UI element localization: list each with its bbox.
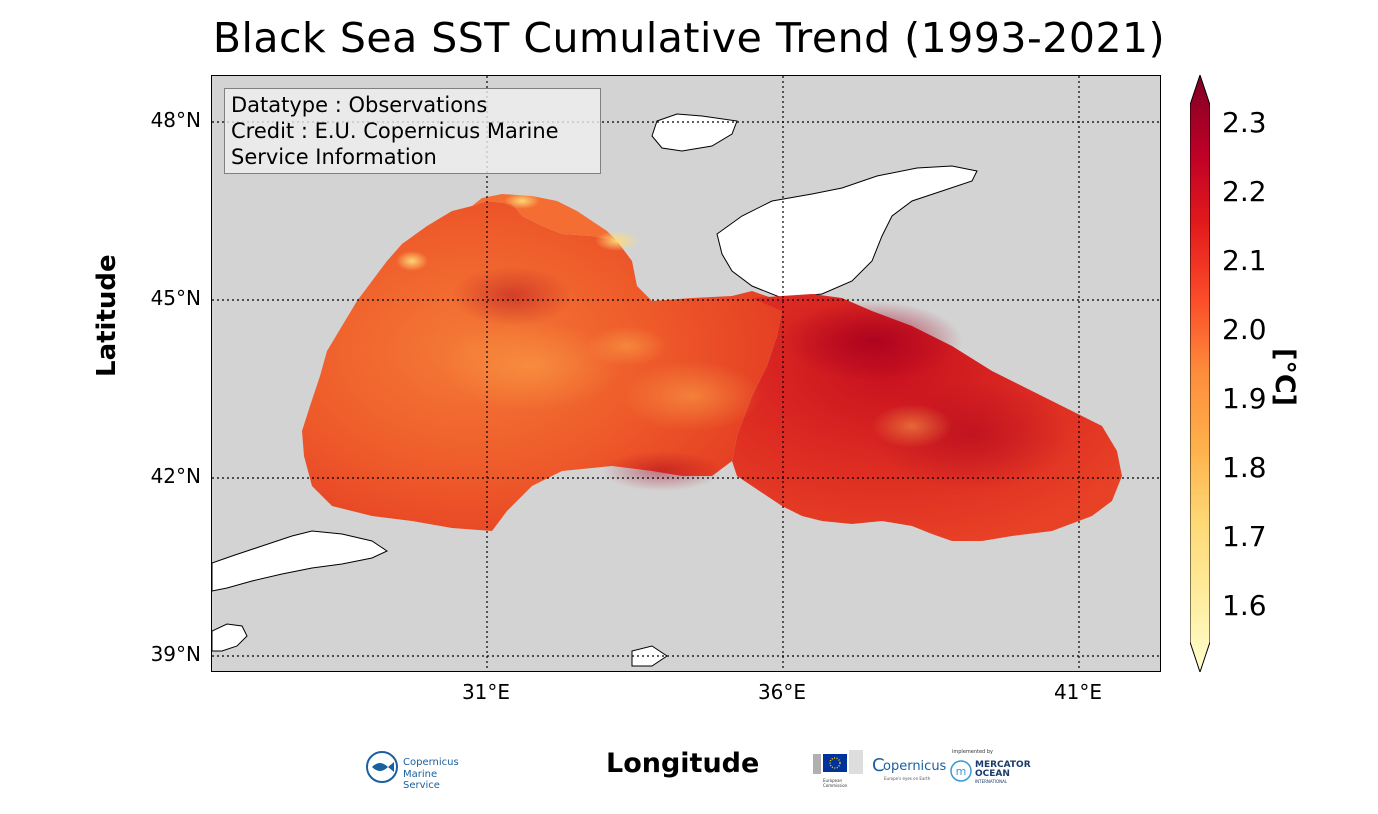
lat-tick-42: 42°N xyxy=(150,464,201,488)
chart-title: Black Sea SST Cumulative Trend (1993-202… xyxy=(212,14,1166,62)
cbar-tick-2-0: 2.0 xyxy=(1222,313,1267,346)
credit-line-2: Service Information xyxy=(231,145,437,169)
land xyxy=(212,113,978,667)
cbar-tick-1-9: 1.9 xyxy=(1222,382,1267,415)
cbar-tick-2-2: 2.2 xyxy=(1222,175,1267,208)
lat-tick-45: 45°N xyxy=(150,286,201,310)
mercator-logo: implemented by m MERCATOR OCEAN INTERNAT… xyxy=(949,749,1031,787)
mercator-line2: OCEAN xyxy=(975,769,1010,779)
copernicus-logo: C opernicus Europe's eyes on Earth xyxy=(872,755,946,785)
copernicus-wordmark: opernicus xyxy=(883,759,947,774)
cmems-logo: Copernicus Marine Service xyxy=(366,751,466,791)
eu-flag-icon xyxy=(813,750,863,774)
lon-tick-36: 36°E xyxy=(757,680,807,704)
cbar-tick-1-6: 1.6 xyxy=(1222,589,1267,622)
lat-tick-48: 48°N xyxy=(150,108,201,132)
cbar-tick-1-8: 1.8 xyxy=(1222,451,1267,484)
cmems-line2: Marine Service xyxy=(403,769,440,791)
cbar-tick-2-1: 2.1 xyxy=(1222,244,1267,277)
cmems-line1: Copernicus xyxy=(403,757,459,768)
credit-datatype: Datatype : Observations xyxy=(231,93,488,117)
mercator-m-icon: m xyxy=(950,760,972,782)
cbar-tick-2-3: 2.3 xyxy=(1222,106,1267,139)
lon-tick-31: 31°E xyxy=(461,680,511,704)
mercator-line1: MERCATOR xyxy=(975,760,1031,770)
copernicus-tagline: Europe's eyes on Earth xyxy=(884,776,931,781)
eu-logo: European Commission xyxy=(813,750,865,788)
copernicus-c-icon: C xyxy=(872,755,885,776)
y-axis-label: Latitude xyxy=(92,254,122,377)
eu-caption: European Commission xyxy=(823,778,848,788)
cbar-tick-1-7: 1.7 xyxy=(1222,520,1267,553)
colorbar xyxy=(1190,75,1210,672)
sea-nw-shelf xyxy=(472,194,617,241)
gridlines xyxy=(212,76,1160,671)
svg-text:m: m xyxy=(956,765,967,778)
mercator-implemented: implemented by xyxy=(952,749,993,755)
fish-icon xyxy=(366,751,398,783)
colorbar-label: [°C] xyxy=(1269,348,1300,406)
map-canvas xyxy=(212,76,1160,671)
mercator-line3: INTERNATIONAL xyxy=(975,779,1008,784)
map-panel xyxy=(211,75,1161,672)
credit-box: Datatype : Observations Credit : E.U. Co… xyxy=(224,88,601,174)
credit-line: Credit : E.U. Copernicus Marine xyxy=(231,119,559,143)
x-axis-label: Longitude xyxy=(606,748,760,779)
lat-tick-39: 39°N xyxy=(150,642,201,666)
lon-tick-41: 41°E xyxy=(1053,680,1103,704)
